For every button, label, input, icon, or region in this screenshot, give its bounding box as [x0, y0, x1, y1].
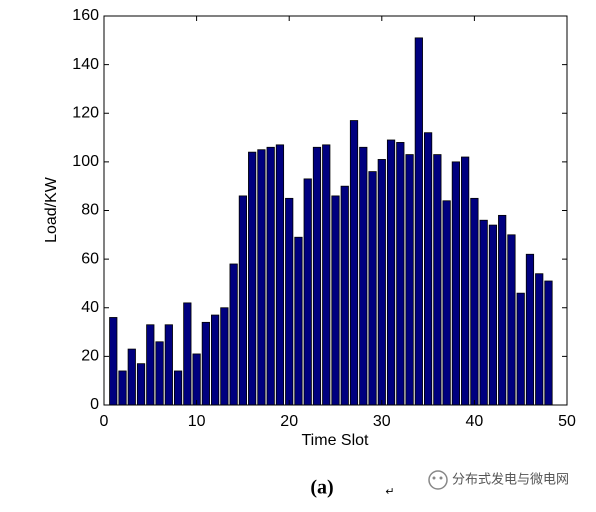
y-tick-label: 40 — [81, 299, 99, 316]
bar — [396, 142, 405, 406]
watermark-icon — [428, 470, 448, 490]
bar — [118, 370, 127, 406]
bar — [257, 149, 266, 406]
bar — [155, 341, 164, 406]
bar — [146, 324, 155, 406]
bar — [470, 197, 479, 406]
bar — [285, 197, 294, 406]
bar — [359, 146, 368, 406]
bar — [220, 307, 229, 406]
bar — [451, 161, 460, 406]
bar — [442, 200, 451, 406]
y-tick-label: 20 — [81, 348, 99, 365]
bar — [461, 156, 470, 406]
bar — [386, 139, 396, 406]
bar — [544, 280, 553, 406]
bar — [331, 195, 340, 406]
bar — [349, 120, 359, 406]
bar — [192, 353, 201, 406]
bar — [275, 144, 285, 406]
y-tick-label: 140 — [72, 56, 99, 73]
bar — [201, 321, 210, 406]
bar — [507, 234, 516, 406]
bar — [405, 154, 414, 406]
bar — [488, 224, 498, 406]
x-tick-label: 50 — [558, 413, 576, 430]
caption: (a) — [310, 477, 333, 499]
bar — [498, 214, 507, 406]
x-tick-label: 20 — [280, 413, 298, 430]
bar — [266, 146, 275, 406]
bar — [340, 185, 349, 406]
x-tick-label: 10 — [188, 413, 206, 430]
bar — [127, 348, 136, 406]
y-tick-label: 160 — [72, 7, 99, 24]
bar — [525, 253, 535, 406]
bar — [109, 317, 118, 406]
bar — [479, 219, 488, 406]
y-axis-label: Load/KW — [43, 176, 60, 243]
y-tick-label: 80 — [81, 202, 99, 219]
bar — [535, 273, 544, 406]
y-tick-label: 100 — [72, 153, 99, 170]
bar — [173, 370, 183, 406]
bar — [414, 37, 423, 406]
bar — [368, 171, 377, 406]
bar — [211, 314, 220, 406]
watermark: 分布式发电与微电网 — [452, 472, 569, 488]
bar — [294, 236, 303, 406]
bar — [516, 292, 525, 406]
bar — [312, 146, 322, 406]
return-mark: ↵ — [385, 486, 394, 498]
bar — [136, 363, 146, 406]
bar — [238, 195, 248, 406]
bar — [248, 151, 257, 406]
bar — [303, 178, 312, 406]
bar — [377, 159, 386, 406]
x-tick-label: 40 — [466, 413, 484, 430]
bar — [183, 302, 192, 406]
bar — [164, 324, 173, 406]
y-tick-label: 60 — [81, 250, 99, 267]
bar — [423, 132, 433, 406]
y-tick-label: 0 — [90, 396, 99, 413]
bar — [229, 263, 238, 406]
bar — [433, 154, 442, 406]
x-tick-label: 0 — [100, 413, 109, 430]
x-axis-label: Time Slot — [302, 432, 370, 449]
x-tick-label: 30 — [373, 413, 391, 430]
y-tick-label: 120 — [72, 104, 99, 121]
bar — [322, 144, 331, 406]
